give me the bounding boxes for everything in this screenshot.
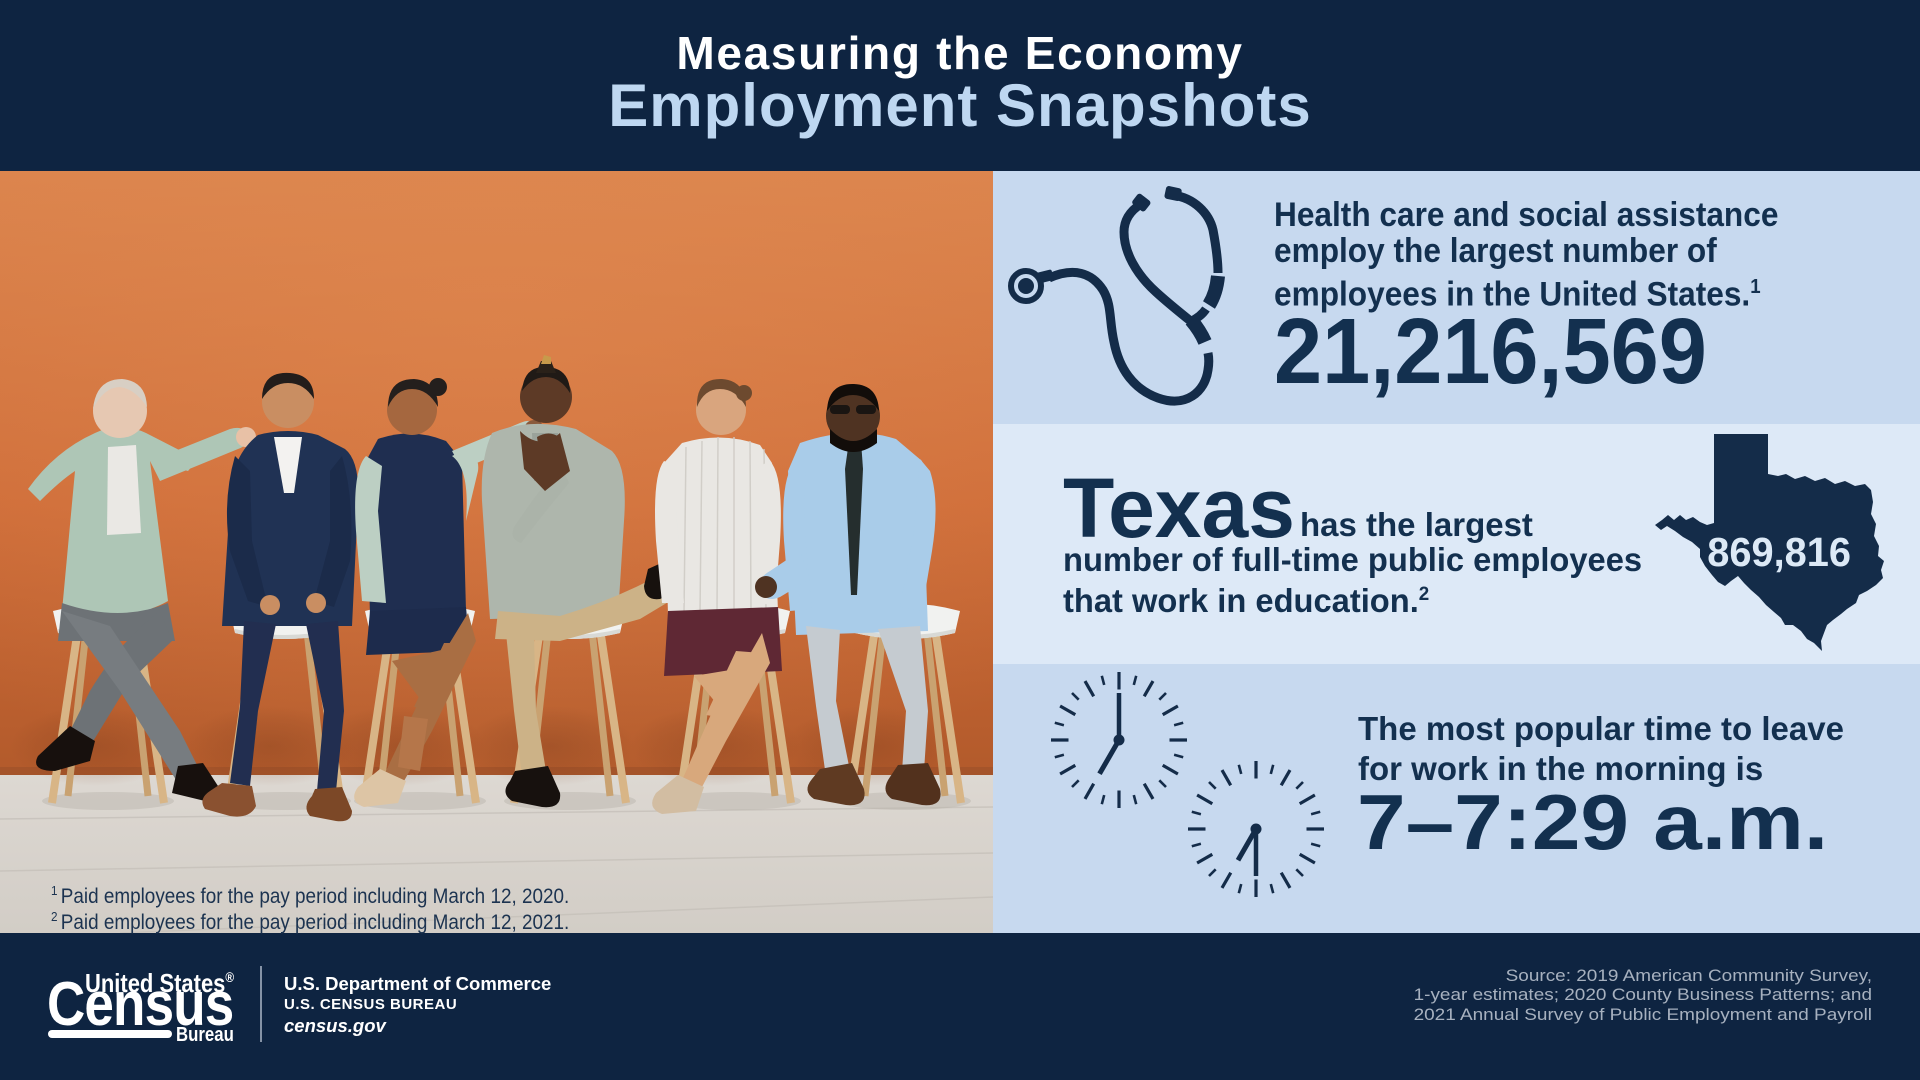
svg-text:869,816: 869,816 [1707,528,1851,575]
